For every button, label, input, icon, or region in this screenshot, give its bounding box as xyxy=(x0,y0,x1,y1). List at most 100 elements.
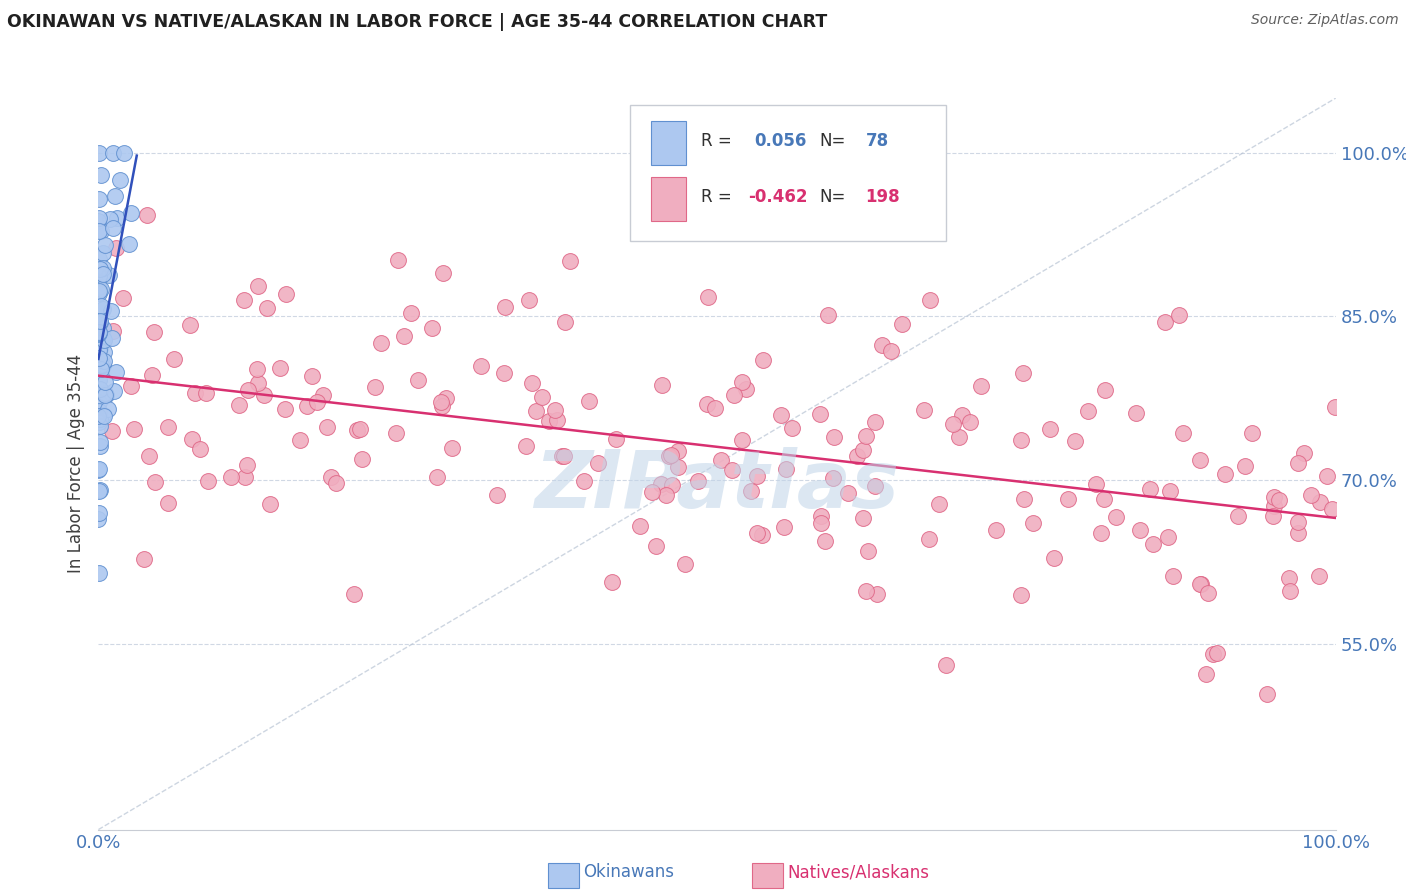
Point xyxy=(530,390,553,404)
Point xyxy=(775,462,797,476)
Point xyxy=(863,415,886,429)
Point xyxy=(297,399,319,413)
Point xyxy=(1263,499,1285,513)
Point xyxy=(87,463,110,477)
Point xyxy=(644,539,666,553)
Point xyxy=(236,384,259,398)
Point xyxy=(87,192,110,206)
Point xyxy=(1189,453,1212,467)
Point xyxy=(1197,586,1219,600)
Text: N=: N= xyxy=(820,131,846,150)
Point xyxy=(1063,434,1085,449)
Point xyxy=(1057,491,1080,506)
Point xyxy=(87,285,110,300)
Text: OKINAWAN VS NATIVE/ALASKAN IN LABOR FORCE | AGE 35-44 CORRELATION CHART: OKINAWAN VS NATIVE/ALASKAN IN LABOR FORC… xyxy=(7,13,827,31)
Point xyxy=(89,314,111,328)
Point xyxy=(837,486,859,500)
Point xyxy=(855,584,877,599)
Point xyxy=(485,488,508,502)
Point xyxy=(770,408,793,422)
Point xyxy=(554,315,576,329)
Point xyxy=(90,282,112,296)
Point xyxy=(157,419,180,434)
Point xyxy=(813,533,835,548)
Point xyxy=(288,434,311,448)
Point xyxy=(890,317,912,331)
Point xyxy=(657,449,679,463)
Point xyxy=(343,586,366,600)
Text: ZIPatlas: ZIPatlas xyxy=(534,447,900,524)
Point xyxy=(118,236,141,251)
Point xyxy=(219,469,242,483)
Point xyxy=(970,379,993,393)
Point xyxy=(93,409,115,424)
Point xyxy=(866,586,889,600)
Point xyxy=(89,285,111,299)
Point xyxy=(855,428,877,442)
Point xyxy=(132,551,155,566)
Point xyxy=(370,336,392,351)
Point xyxy=(90,362,112,376)
Point xyxy=(1263,490,1285,504)
Point xyxy=(522,376,544,390)
Point xyxy=(89,403,111,417)
Point xyxy=(772,519,794,533)
Point xyxy=(183,386,205,401)
Point xyxy=(432,266,454,280)
Point xyxy=(426,470,449,484)
Point xyxy=(94,385,117,400)
Point xyxy=(650,477,672,491)
Point xyxy=(108,173,131,187)
Point xyxy=(87,566,110,580)
Point xyxy=(673,557,696,571)
Point xyxy=(558,254,581,268)
Point xyxy=(91,358,114,372)
Text: Okinawans: Okinawans xyxy=(583,863,675,881)
Point xyxy=(1268,493,1291,508)
Point xyxy=(600,574,623,589)
FancyBboxPatch shape xyxy=(651,178,686,221)
Point xyxy=(434,391,457,405)
Point xyxy=(112,145,135,160)
Point xyxy=(494,301,516,315)
Point xyxy=(89,325,111,339)
Point xyxy=(157,495,180,509)
Point xyxy=(91,245,114,260)
Point xyxy=(928,497,950,511)
Point xyxy=(87,395,110,409)
Point xyxy=(1105,510,1128,524)
Point xyxy=(105,211,128,225)
Point xyxy=(101,424,124,438)
Point xyxy=(112,291,135,305)
Point xyxy=(141,368,163,383)
Point xyxy=(301,368,323,383)
Point xyxy=(87,211,110,225)
Point xyxy=(817,308,839,322)
Point xyxy=(98,212,121,227)
Point xyxy=(1043,551,1066,566)
Point xyxy=(312,388,335,402)
Point xyxy=(696,397,718,411)
Point xyxy=(1324,400,1347,414)
Point xyxy=(87,214,110,228)
Point xyxy=(641,484,664,499)
Point xyxy=(852,443,875,458)
Point xyxy=(89,224,111,238)
Point xyxy=(470,359,492,374)
Point xyxy=(321,469,343,483)
Point xyxy=(89,412,111,426)
Point xyxy=(846,450,869,464)
Text: 78: 78 xyxy=(866,131,889,150)
Point xyxy=(1159,483,1181,498)
Point xyxy=(720,463,742,477)
Point xyxy=(179,318,201,332)
Point xyxy=(440,441,463,455)
Point xyxy=(89,373,111,387)
Point xyxy=(1279,584,1302,599)
Point xyxy=(103,384,125,398)
Point xyxy=(430,395,453,409)
Point xyxy=(93,333,115,347)
Point xyxy=(1090,525,1112,540)
Point xyxy=(1241,426,1264,441)
Point xyxy=(105,241,128,255)
